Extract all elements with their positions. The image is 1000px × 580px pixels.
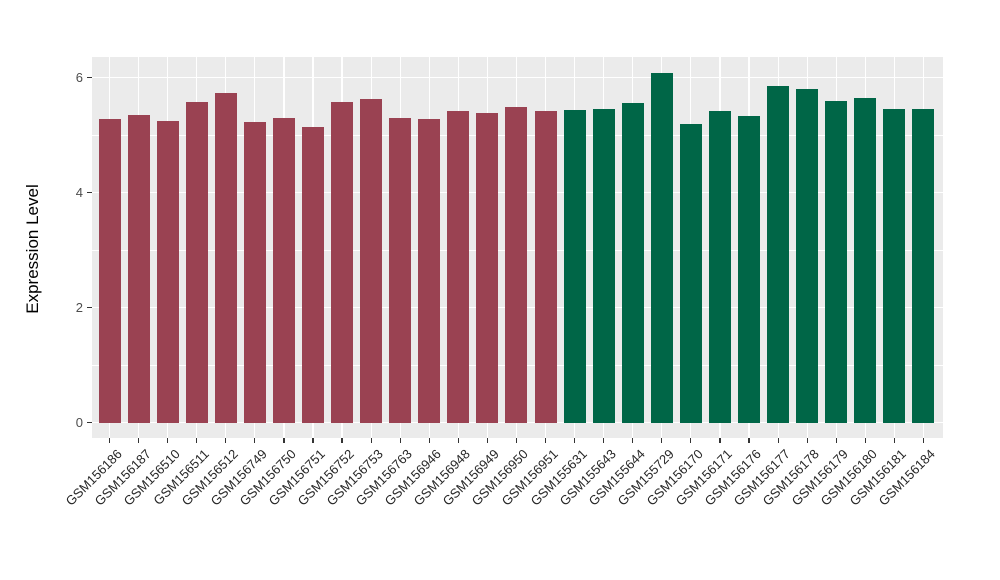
y-tick-mark <box>87 76 92 79</box>
y-tick-mark <box>87 306 92 309</box>
x-tick-mark <box>486 438 488 443</box>
bar-GSM156179 <box>825 100 848 423</box>
x-tick-mark <box>661 438 663 443</box>
x-tick-mark <box>632 438 634 443</box>
x-tick-mark <box>225 438 227 443</box>
bar-GSM155644 <box>621 103 644 423</box>
y-tick-label: 4 <box>75 185 83 200</box>
x-tick-mark <box>574 438 576 443</box>
x-tick-mark <box>196 438 198 443</box>
plot-panel <box>92 57 943 438</box>
x-tick-mark <box>341 438 343 443</box>
bar-GSM156946 <box>418 119 441 423</box>
bar-GSM156510 <box>156 120 179 423</box>
x-tick-mark <box>283 438 285 443</box>
x-tick-mark <box>312 438 314 443</box>
x-tick-mark <box>399 438 401 443</box>
x-tick-mark <box>719 438 721 443</box>
bar-GSM156184 <box>912 108 935 423</box>
x-tick-mark <box>428 438 430 443</box>
x-tick-mark <box>748 438 750 443</box>
bar-GSM155631 <box>563 109 586 423</box>
x-tick-mark <box>864 438 866 443</box>
y-tick-label: 2 <box>75 300 83 315</box>
bar-GSM156170 <box>679 123 702 423</box>
bar-GSM156511 <box>185 101 208 423</box>
x-tick-mark <box>457 438 459 443</box>
bar-GSM156177 <box>767 86 790 423</box>
y-tick-label: 6 <box>75 70 83 85</box>
bar-GSM156181 <box>883 109 906 423</box>
x-tick-mark <box>167 438 169 443</box>
x-tick-mark <box>544 438 547 443</box>
bar-GSM156186 <box>98 119 121 423</box>
bar-GSM156187 <box>127 114 150 423</box>
x-tick-mark <box>835 438 837 443</box>
bar-GSM156751 <box>301 126 324 423</box>
bar-GSM156512 <box>214 93 237 423</box>
bar-GSM156176 <box>738 116 761 423</box>
bar-GSM156949 <box>476 113 499 423</box>
y-tick-mark <box>87 191 92 194</box>
x-tick-mark <box>254 438 256 443</box>
x-tick-mark <box>806 438 808 443</box>
y-tick-mark <box>87 421 92 424</box>
bar-GSM156178 <box>796 89 819 423</box>
bar-GSM156750 <box>272 117 295 423</box>
bar-GSM156948 <box>447 111 470 423</box>
x-tick-mark <box>515 438 518 443</box>
x-tick-mark <box>370 438 372 443</box>
x-tick-mark <box>893 438 895 443</box>
x-tick-mark <box>690 438 692 443</box>
bar-GSM156753 <box>360 98 383 423</box>
bar-GSM156180 <box>854 98 877 423</box>
x-tick-mark <box>777 438 779 443</box>
x-tick-mark <box>603 438 605 443</box>
x-tick-mark <box>922 438 925 443</box>
bar-GSM156951 <box>534 110 557 423</box>
y-tick-label: 0 <box>75 415 83 430</box>
bar-GSM156752 <box>331 102 354 423</box>
bar-GSM156171 <box>708 111 731 423</box>
bar-GSM156749 <box>243 122 266 423</box>
bar-GSM155729 <box>650 73 673 423</box>
major-gridline <box>92 76 943 79</box>
bar-GSM156763 <box>389 118 412 423</box>
bar-GSM155643 <box>592 108 615 423</box>
x-tick-mark <box>108 438 111 443</box>
x-tick-mark <box>137 438 140 443</box>
major-gridline <box>92 421 943 424</box>
bar-GSM156950 <box>505 106 528 423</box>
y-axis-title: Expression Level <box>23 184 42 314</box>
